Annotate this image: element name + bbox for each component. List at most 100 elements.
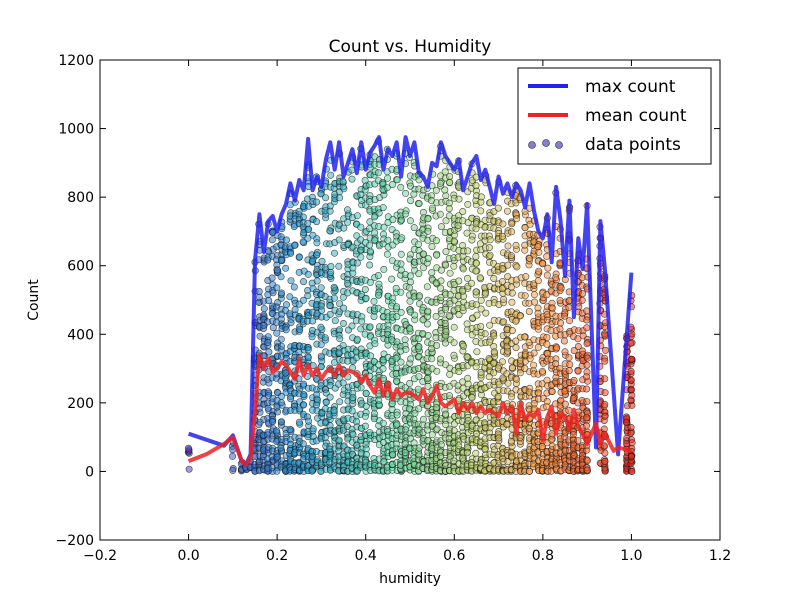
data-point [393,176,401,184]
data-point [557,319,565,327]
data-point [459,384,467,392]
series-line-max-count [187,135,634,467]
data-point [287,277,295,285]
data-point [627,452,635,460]
data-point [543,252,551,260]
data-point [326,393,334,401]
x-tick-label: 0.2 [266,548,288,564]
data-point [560,337,568,345]
data-point [521,292,529,300]
data-point [570,346,578,354]
data-point [522,273,530,281]
legend-swatch-dot-3 [555,141,563,149]
data-point [504,242,512,250]
data-point [255,293,263,301]
data-point [379,204,387,212]
plot-frame [99,59,721,541]
data-point [277,335,285,343]
data-point [335,436,343,444]
data-point [428,204,436,212]
data-point [374,169,382,177]
data-point [565,367,573,375]
data-point [472,301,480,309]
data-point [184,444,192,452]
data-point [446,173,454,181]
data-point [476,274,484,282]
data-point [459,454,467,462]
data-point [287,319,295,327]
data-point [304,219,312,227]
data-point [339,319,347,327]
data-point [494,393,502,401]
data-point [477,207,485,215]
data-point [357,223,365,231]
data-point [287,249,295,257]
data-point [561,348,569,356]
data-point [442,421,450,429]
data-point [348,322,356,330]
chart-title: Count vs. Humidity [329,37,492,57]
data-point [185,465,193,473]
data-point [582,414,590,422]
data-point [552,360,560,368]
y-tick-label: 600 [67,259,94,275]
data-point [437,441,445,449]
data-point [313,391,321,399]
data-point [393,411,401,419]
data-point [264,333,272,341]
data-point [583,361,591,369]
data-point [482,309,490,317]
data-point [516,369,524,377]
data-point [534,389,542,397]
y-tick-label: −200 [56,533,94,549]
data-point [401,210,409,218]
data-point [442,327,450,335]
data-point [450,351,458,359]
data-point [265,348,273,356]
data-point [423,283,431,291]
data-point [553,344,561,352]
data-point [411,409,419,417]
data-point [627,423,635,431]
data-point [327,171,335,179]
data-point [463,229,471,237]
data-point [516,312,524,320]
data-point [327,269,335,277]
data-point [525,307,533,315]
data-point [366,261,374,269]
data-point [277,256,285,264]
data-point [498,232,506,240]
data-point [477,296,485,304]
data-point [543,271,551,279]
data-point [299,213,307,221]
data-point [628,391,636,399]
data-point [490,274,498,282]
data-point [445,205,453,213]
data-point [415,405,423,413]
data-point [583,324,591,332]
data-point [512,337,520,345]
data-point [445,392,453,400]
data-point [331,317,339,325]
data-point [552,274,560,282]
x-tick-label: 0.8 [532,548,554,564]
data-point [557,396,565,404]
data-point [277,289,285,297]
data-point [459,265,467,273]
data-point [432,312,440,320]
data-point [321,263,329,271]
data-point [304,292,312,300]
data-point [405,284,413,292]
data-point [601,449,609,457]
data-point [464,247,472,255]
data-point [406,325,414,333]
data-point [282,236,290,244]
data-point [441,186,449,194]
data-point [531,298,539,306]
data-point [273,453,281,461]
data-point [504,261,512,269]
data-point [335,236,343,244]
data-point [317,302,325,310]
data-point [490,369,498,377]
data-point [397,260,405,268]
